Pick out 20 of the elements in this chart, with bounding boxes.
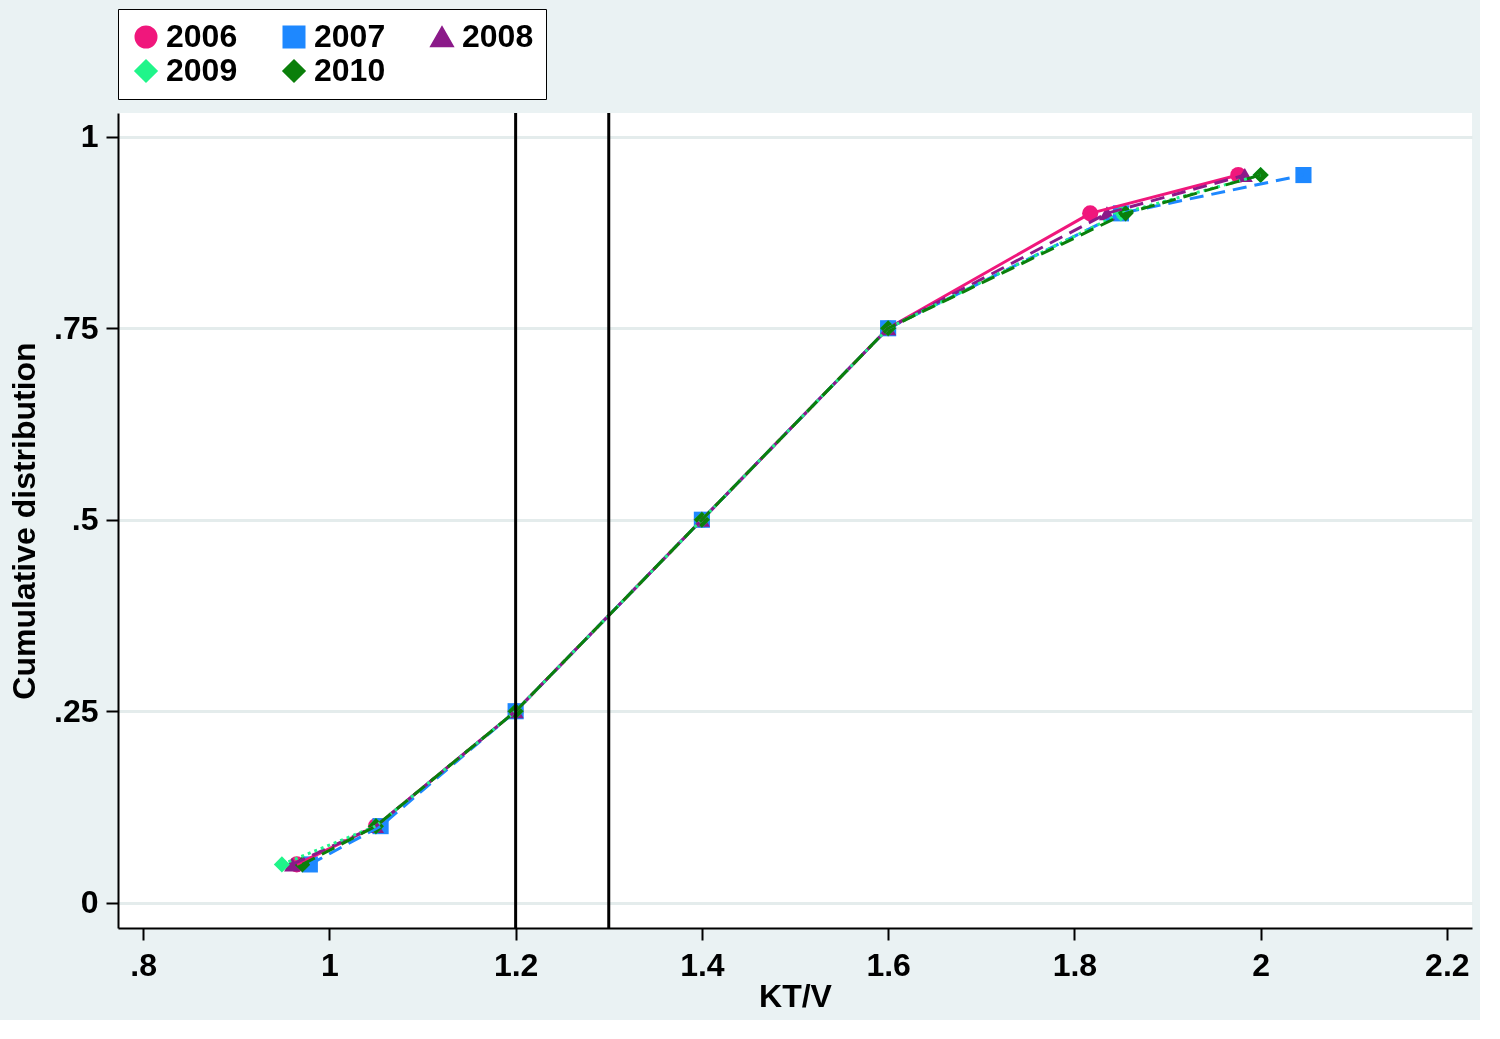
x-tick-label: 2.2 bbox=[1425, 946, 1470, 983]
x-tick-label: 1.8 bbox=[1052, 946, 1098, 983]
y-tick-label: 0 bbox=[80, 884, 99, 921]
y-tick-label: .5 bbox=[71, 501, 99, 538]
legend-label: 2006 bbox=[166, 18, 238, 54]
legend-label: 2007 bbox=[314, 18, 386, 54]
x-axis-title: KT/V bbox=[759, 977, 833, 1014]
legend-label: 2009 bbox=[166, 52, 238, 88]
x-tick-label: 1 bbox=[320, 946, 339, 983]
x-tick-label: 1.2 bbox=[493, 946, 539, 983]
legend-label: 2008 bbox=[462, 18, 534, 54]
x-tick-label: .8 bbox=[130, 946, 157, 983]
y-tick-label: 1 bbox=[80, 118, 99, 155]
legend-label: 2010 bbox=[314, 52, 386, 88]
y-tick-label: .25 bbox=[54, 692, 99, 729]
x-tick-label: 2 bbox=[1252, 946, 1271, 983]
y-axis-title: Cumulative distribution bbox=[6, 342, 43, 700]
y-tick-label: .75 bbox=[54, 309, 99, 346]
x-tick-label: 1.4 bbox=[680, 946, 725, 983]
x-tick-label: 1.6 bbox=[866, 946, 911, 983]
